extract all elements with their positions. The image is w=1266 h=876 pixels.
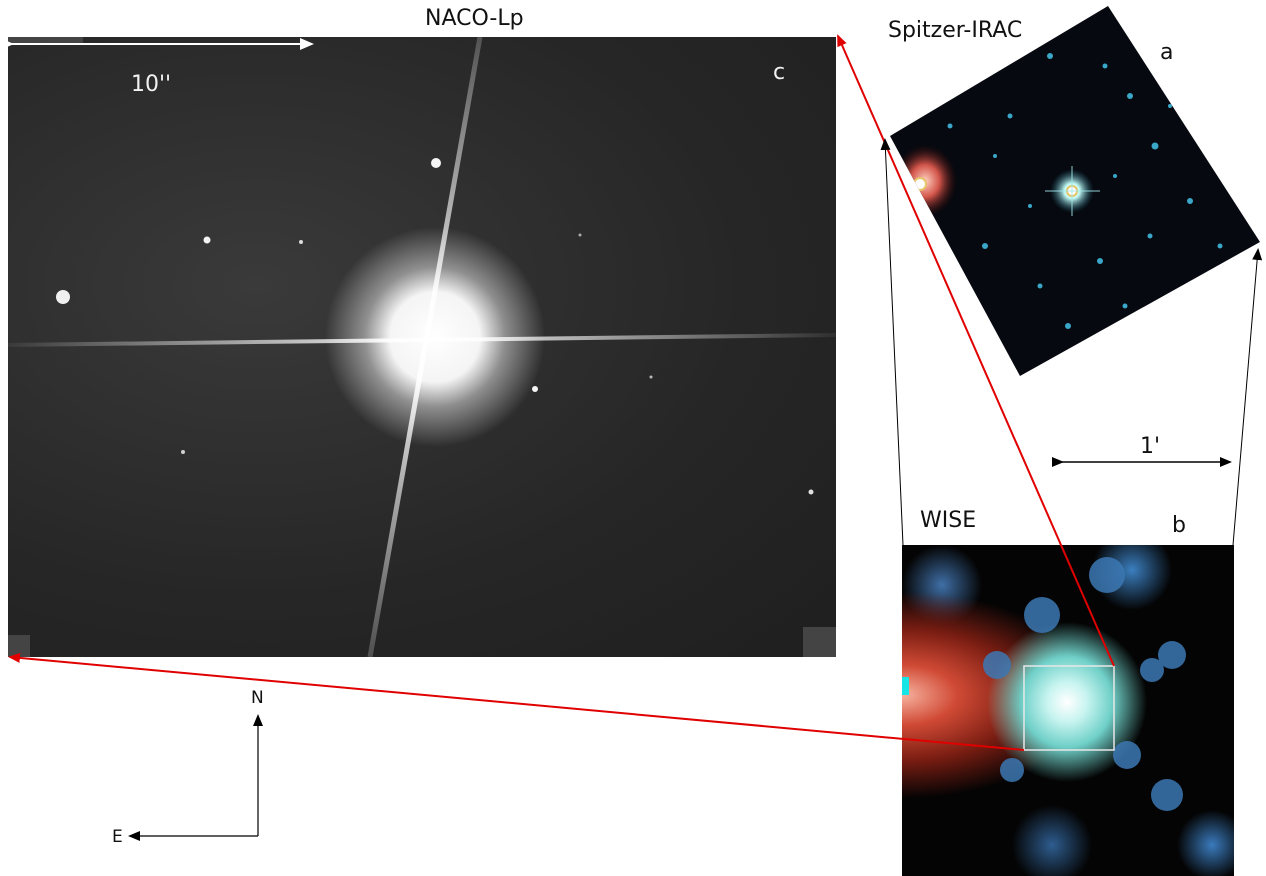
panel-label-c: c [773,60,786,85]
panel-label-b: b [1172,513,1186,538]
red-connector-bottom [8,652,1025,751]
compass-north-label: N [251,688,264,708]
naco-image-panel: 10'' c [8,37,836,657]
compass-east-label: E [112,827,123,847]
wise-image [902,557,1186,811]
panel-label-a: a [1160,40,1174,65]
wise-image-panel [902,545,1234,876]
naco-title: NACO-Lp [425,6,524,31]
naco-image [8,37,836,657]
scale-label-10arcsec: 10'' [131,72,172,97]
irac-image [890,6,1260,376]
scale-label-1arcmin: 1' [1140,434,1161,459]
wise-title: WISE [920,508,977,533]
